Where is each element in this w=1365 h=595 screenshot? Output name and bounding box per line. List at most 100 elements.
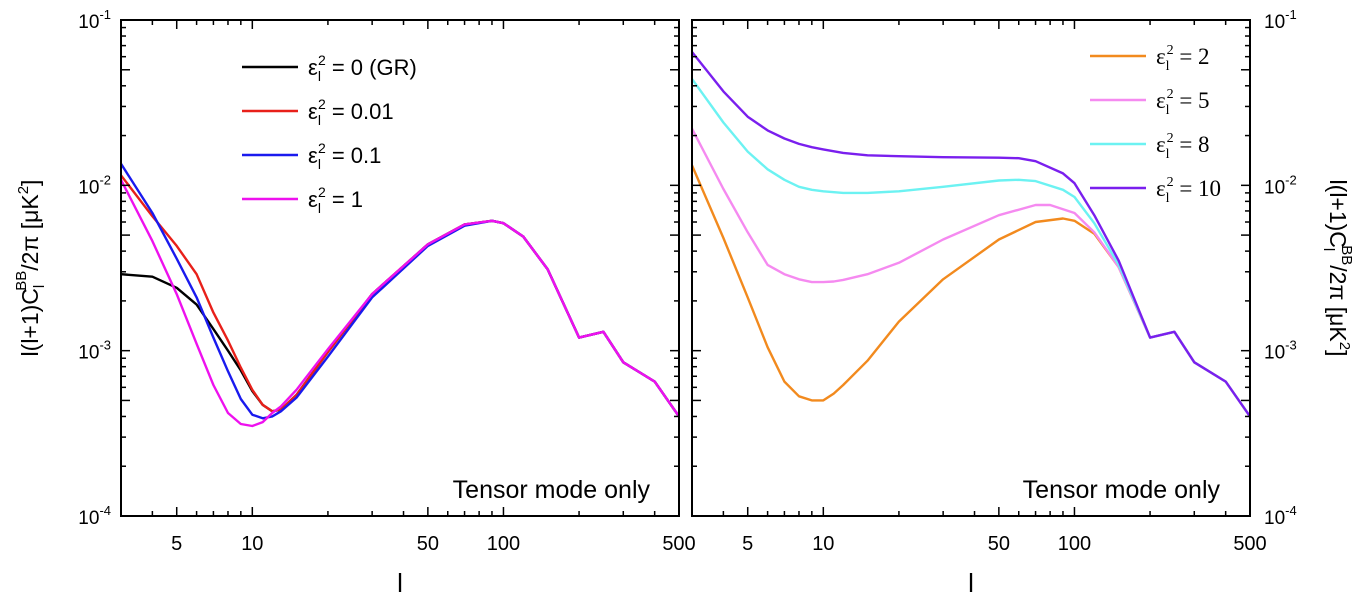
y-tick-label: 10-3	[78, 338, 111, 364]
series-group	[121, 162, 679, 428]
y-tick-mantissa: 10	[78, 12, 99, 33]
series-line-1	[121, 174, 679, 418]
ylabel-unit-sup: 2	[15, 186, 32, 194]
x-tick-label: 50	[988, 533, 1010, 555]
y-tick-exponent: -4	[99, 503, 111, 518]
annotation: Tensor mode only	[1023, 476, 1221, 504]
y-tick-label: 10-1	[78, 7, 111, 33]
y-axis: 10-110-210-310-4	[78, 7, 679, 529]
legend-sup: 2	[318, 184, 326, 200]
legend-value: = 8	[1174, 132, 1210, 157]
legend-epsilon: ε	[308, 143, 318, 168]
plot-frame	[691, 19, 1251, 517]
ylabel-main: l(l+1)C	[1325, 180, 1351, 248]
ylabel-sup: BB	[1338, 245, 1355, 265]
ylabel-sub: l	[31, 285, 48, 288]
ylabel-unit-sup: 2	[1336, 342, 1353, 350]
y-tick-exponent: -1	[99, 7, 111, 22]
legend-sub: l	[1166, 59, 1170, 74]
legend-value: = 0 (GR)	[326, 55, 417, 80]
ylabel-sub: l	[1320, 248, 1337, 251]
x-tick-label: 100	[1058, 533, 1091, 555]
ylabel-sup: BB	[13, 271, 30, 291]
legend-label-2: εl2 = 8	[1156, 131, 1210, 162]
left-panel: 5 10 50 100 50010-110-210-310-4ll(l+1)ClBB/2…	[13, 7, 696, 595]
y-tick-mantissa: 10	[78, 343, 99, 364]
x-tick-label: 500	[662, 533, 695, 555]
legend-sup: 2	[318, 96, 326, 112]
y-tick-mantissa: 10	[78, 177, 99, 198]
legend-label-3: εl2 = 1	[308, 184, 363, 216]
legend-label-2: εl2 = 0.1	[308, 140, 381, 172]
x-tick-label: 50	[417, 533, 439, 555]
legend-value: = 2	[1174, 44, 1210, 69]
y-axis-label: l(l+1)ClBB/2π [μK2]	[1320, 180, 1355, 357]
y-tick-exponent: -3	[99, 338, 111, 353]
legend-epsilon: ε	[308, 99, 318, 124]
series-line-3	[692, 50, 1250, 418]
x-axis-label: l	[968, 568, 974, 595]
legend-value: = 0.01	[326, 99, 394, 124]
y-tick-exponent: -3	[1285, 338, 1297, 353]
legend-value: = 5	[1174, 88, 1210, 113]
legend-sup: 2	[1167, 43, 1174, 58]
legend-sub: l	[318, 112, 321, 128]
legend-sub: l	[318, 156, 321, 172]
x-tick-label: 5	[171, 533, 182, 555]
legend-epsilon: ε	[1156, 44, 1166, 69]
legend-sub: l	[1166, 103, 1170, 118]
y-tick-label: 10-3	[1264, 338, 1297, 364]
y-tick-mantissa: 10	[78, 508, 99, 529]
x-tick-label: 500	[1233, 533, 1266, 555]
legend-value: = 0.1	[326, 143, 382, 168]
x-axis: 5 10 50 100 500	[120, 20, 696, 555]
y-tick-mantissa: 10	[1264, 508, 1285, 529]
legend-sub: l	[1166, 191, 1170, 206]
y-tick-mantissa: 10	[1264, 12, 1285, 33]
legend-label-1: εl2 = 5	[1156, 87, 1210, 118]
y-tick-label: 10-1	[1264, 7, 1297, 33]
legend-epsilon: ε	[1156, 176, 1166, 201]
ylabel-end: ]	[17, 180, 43, 186]
legend-label-1: εl2 = 0.01	[308, 96, 394, 128]
series-line-3	[121, 178, 679, 428]
x-axis-label: l	[397, 568, 403, 595]
legend-sub: l	[318, 68, 321, 84]
y-tick-label: 10-2	[78, 172, 111, 198]
legend-label-3: εl2 = 10	[1156, 175, 1221, 206]
legend-value: = 1	[326, 187, 363, 212]
legend-sup: 2	[1167, 131, 1174, 146]
legend-epsilon: ε	[308, 55, 318, 80]
ylabel-rest: /2π [μK	[1325, 265, 1351, 342]
ylabel-rest: /2π [μK	[17, 194, 43, 271]
legend-label-0: εl2 = 2	[1156, 43, 1210, 74]
x-tick-label: 10	[241, 533, 263, 555]
annotation: Tensor mode only	[453, 476, 651, 504]
y-tick-mantissa: 10	[1264, 343, 1285, 364]
x-axis: 5 10 50 100 500	[691, 20, 1267, 555]
y-tick-exponent: -1	[1285, 7, 1297, 22]
legend-value: = 10	[1174, 176, 1221, 201]
legend-label-0: εl2 = 0 (GR)	[308, 52, 417, 84]
legend-epsilon: ε	[1156, 132, 1166, 157]
legend-epsilon: ε	[1156, 88, 1166, 113]
legend-sup: 2	[1167, 87, 1174, 102]
y-tick-exponent: -4	[1285, 503, 1297, 518]
ylabel-end: ]	[1325, 350, 1351, 356]
series-line-1	[692, 127, 1250, 418]
y-tick-label: 10-4	[78, 503, 111, 529]
right-panel: 5 10 50 100 50010-110-210-310-4ll(l+1)ClBB/2…	[691, 7, 1355, 595]
y-axis: 10-110-210-310-4	[692, 7, 1297, 529]
x-tick-label: 10	[812, 533, 834, 555]
legend-sup: 2	[318, 140, 326, 156]
x-tick-label: 5	[742, 533, 753, 555]
legend-sup: 2	[318, 52, 326, 68]
legend-epsilon: ε	[308, 187, 318, 212]
plot-frame	[120, 19, 680, 517]
legend-sub: l	[1166, 147, 1170, 162]
y-axis-label: l(l+1)ClBB/2π [μK2]	[13, 180, 48, 357]
y-tick-exponent: -2	[1285, 172, 1297, 187]
